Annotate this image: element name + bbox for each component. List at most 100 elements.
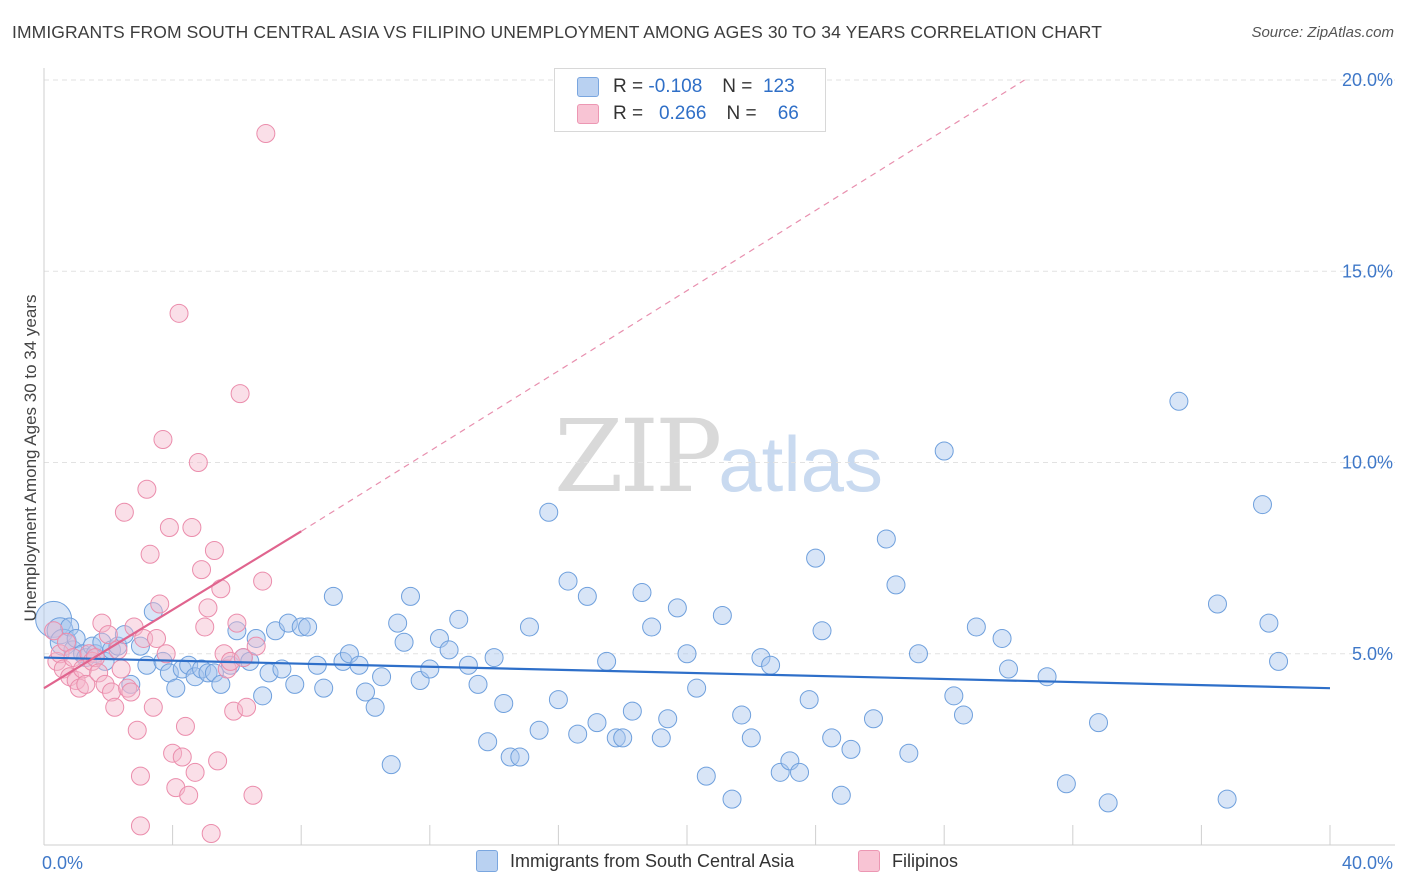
axes [43, 68, 1395, 846]
watermark: ZIPatlas [554, 398, 883, 515]
point-filipinos [98, 625, 118, 645]
point-south-central-asia [394, 632, 414, 652]
point-filipinos [92, 613, 112, 633]
point-south-central-asia [751, 648, 771, 668]
point-south-central-asia [992, 628, 1012, 648]
legend-n-label: N = [722, 76, 753, 97]
legend-swatch-blue [577, 77, 599, 97]
point-south-central-asia [822, 728, 842, 748]
point-filipinos [153, 430, 173, 450]
point-south-central-asia [356, 682, 375, 702]
trend-line-filipinos [43, 530, 302, 690]
point-south-central-asia [1169, 391, 1189, 411]
point-south-central-asia [622, 701, 642, 721]
legend-n-value: 123 [762, 76, 795, 97]
point-south-central-asia [1037, 667, 1057, 687]
point-south-central-asia [677, 644, 697, 664]
point-south-central-asia [458, 655, 478, 675]
point-south-central-asia [966, 617, 986, 637]
point-south-central-asia [587, 713, 607, 733]
point-south-central-asia [1098, 793, 1118, 813]
point-filipinos [121, 682, 141, 702]
point-south-central-asia [314, 678, 334, 698]
point-south-central-asia [478, 732, 498, 752]
y-tick-label: 20.0% [1342, 70, 1393, 90]
chart-title: IMMIGRANTS FROM SOUTH CENTRAL ASIA VS FI… [12, 22, 1103, 42]
point-south-central-asia [799, 690, 819, 710]
point-south-central-asia [388, 613, 408, 633]
point-filipinos [147, 628, 167, 648]
correlation-legend: R = -0.108 N = 123 R = 0.266 N = 66 [554, 68, 826, 132]
point-south-central-asia [841, 739, 861, 759]
point-south-central-asia [1259, 613, 1279, 633]
legend-r-value: -0.108 [648, 76, 703, 97]
x-tick-label: 0.0% [42, 853, 83, 873]
point-south-central-asia [204, 663, 224, 683]
series-legend-filipinos: Filipinos [858, 850, 958, 872]
point-filipinos [118, 678, 138, 698]
point-south-central-asia [934, 441, 954, 461]
legend-swatch-pink [577, 104, 599, 124]
point-filipinos [130, 766, 150, 786]
point-filipinos [188, 453, 208, 472]
point-filipinos [159, 518, 179, 538]
data-points [35, 124, 1289, 844]
point-south-central-asia [953, 705, 973, 725]
point-south-central-asia [658, 709, 678, 729]
point-south-central-asia [568, 724, 588, 744]
point-filipinos [169, 303, 189, 323]
point-south-central-asia [381, 755, 401, 775]
point-south-central-asia [227, 621, 247, 641]
legend-r-label: R = [613, 103, 644, 124]
legend-row-filipinos: R = 0.266 N = 66 [577, 101, 799, 127]
y-tick-label: 10.0% [1342, 453, 1393, 473]
point-south-central-asia [722, 789, 742, 809]
point-filipinos [172, 747, 192, 767]
point-filipinos [111, 659, 131, 679]
series-legend-south-central-asia: Immigrants from South Central Asia [476, 850, 794, 872]
point-filipinos [179, 785, 199, 805]
point-south-central-asia [606, 728, 626, 748]
legend-r-label: R = [613, 76, 644, 97]
legend-r-value: 0.266 [658, 103, 707, 124]
point-south-central-asia [246, 628, 266, 648]
point-filipinos [140, 544, 160, 564]
point-filipinos [150, 594, 170, 614]
point-filipinos [127, 720, 147, 740]
point-south-central-asia [365, 697, 385, 717]
point-south-central-asia [642, 617, 662, 637]
point-south-central-asia [539, 502, 559, 522]
point-filipinos [243, 785, 263, 805]
point-filipinos [130, 816, 150, 836]
point-south-central-asia [401, 586, 421, 606]
point-south-central-asia [597, 651, 617, 671]
series-swatch-blue [476, 850, 498, 872]
point-filipinos [156, 644, 176, 664]
axis-labels: 5.0% 10.0% 15.0% 20.0% 0.0% 40.0% Unemployment… [21, 70, 1393, 873]
point-south-central-asia [732, 705, 752, 725]
point-filipinos [246, 636, 266, 656]
point-south-central-asia [548, 690, 568, 710]
trend-line-south-central-asia [43, 656, 1331, 690]
watermark-zip: ZIP [554, 398, 722, 515]
point-filipinos [175, 716, 195, 736]
point-south-central-asia [812, 621, 832, 641]
point-south-central-asia [449, 609, 469, 629]
point-filipinos [114, 502, 134, 522]
watermark-atlas: atlas [718, 420, 884, 508]
point-filipinos [66, 671, 86, 691]
point-south-central-asia [886, 575, 906, 595]
point-south-central-asia [272, 659, 292, 679]
point-filipinos [256, 124, 276, 144]
point-filipinos [163, 743, 183, 763]
y-axis-label: Unemployment Among Ages 30 to 34 years [21, 295, 40, 622]
source-label: Source: ZipAtlas.com [1251, 24, 1394, 41]
point-south-central-asia [130, 636, 150, 656]
point-south-central-asia [687, 678, 707, 698]
point-south-central-asia [863, 709, 883, 729]
series-name: Immigrants from South Central Asia [510, 850, 795, 871]
point-south-central-asia [510, 747, 530, 767]
trend-lines [43, 79, 1331, 690]
point-south-central-asia [82, 636, 102, 656]
